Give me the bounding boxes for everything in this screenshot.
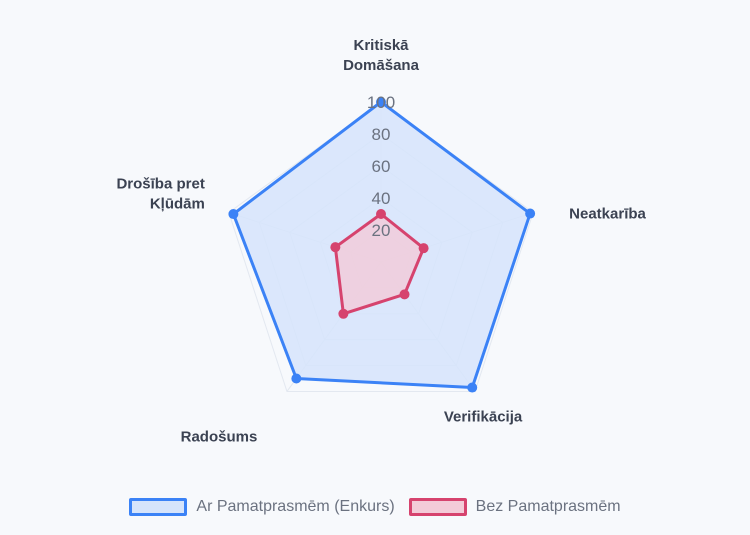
- grid-ring-100: [228, 101, 534, 392]
- axis-label-1: Neatkarība: [569, 206, 646, 223]
- legend-item-anchor[interactable]: Ar Pamatprasmēm (Enkurs): [129, 498, 395, 516]
- tick-label-60: 60: [372, 157, 391, 176]
- axis-label-3: Radošums: [181, 428, 258, 445]
- series-1-point-4: [330, 242, 341, 253]
- series-0-point-3: [291, 373, 302, 384]
- tick-label-20: 20: [372, 221, 391, 240]
- tick-label-80: 80: [372, 125, 391, 144]
- series-area-1: [333, 212, 426, 316]
- radar-series: [228, 97, 536, 393]
- legend-label-no-skills: Bez Pamatprasmēm: [475, 498, 621, 515]
- legend-item-no-skills[interactable]: Bez Pamatprasmēm: [408, 498, 621, 516]
- series-0-point-4: [228, 209, 239, 220]
- tick-label-40: 40: [372, 189, 391, 208]
- axis-label-0: Kritiskā Domāšana: [343, 37, 420, 74]
- axis-label-2: Verifikācija: [444, 408, 523, 425]
- radar-plot: 20 40 60 80 100 Kritiskā Domāšana Neatkarība Ve…: [116, 37, 646, 445]
- series-0-point-1: [525, 208, 536, 219]
- series-0-point-2: [467, 382, 478, 393]
- series-1-point-2: [399, 289, 410, 300]
- series-1-point-1: [418, 243, 429, 254]
- legend-swatch-anchor: [129, 498, 188, 516]
- chart-legend: Ar Pamatprasmēm (Enkurs) Bez Pamatprasmē…: [0, 498, 750, 516]
- radial-ticks: 20 40 60 80 100: [367, 93, 395, 240]
- legend-swatch-no-skills: [408, 498, 467, 516]
- tick-label-100: 100: [367, 93, 395, 112]
- legend-label-anchor: Ar Pamatprasmēm (Enkurs): [196, 498, 395, 515]
- axis-label-4: Drošība pret Kļūdām: [116, 176, 204, 213]
- series-1-point-3: [338, 308, 349, 319]
- axis-labels: Kritiskā Domāšana Neatkarība Verifikācija Ra…: [116, 37, 646, 445]
- series-1-point-0: [376, 209, 386, 219]
- series-0-point-0: [376, 97, 386, 107]
